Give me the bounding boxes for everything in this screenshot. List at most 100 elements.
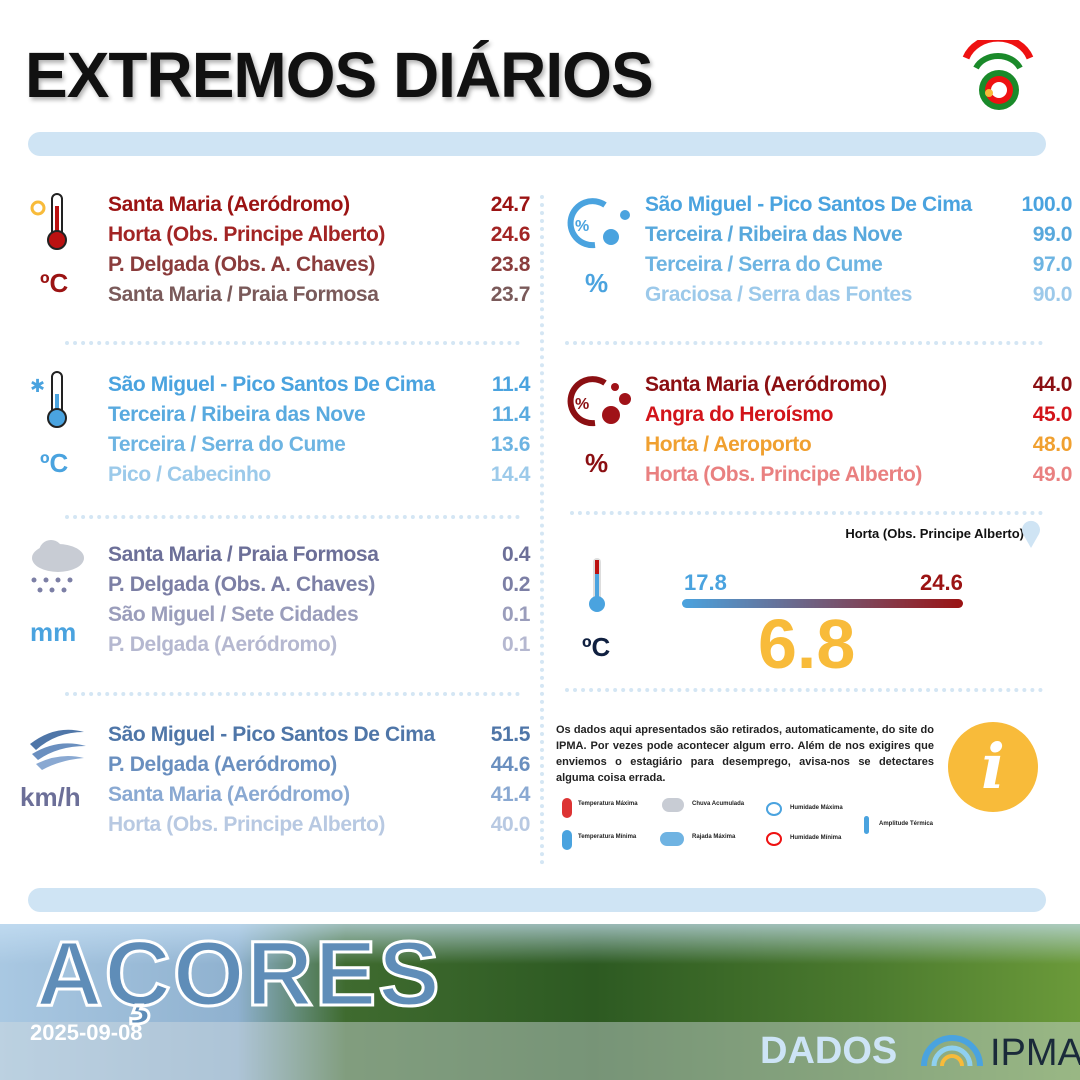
station-value: 97.0 <box>1032 253 1073 276</box>
station-value: 44.0 <box>1032 373 1073 396</box>
station-name: Pico / Cabecinho <box>108 463 271 486</box>
station-name: P. Delgada (Aeródromo) <box>108 633 337 656</box>
station-value: 49.0 <box>1032 463 1073 486</box>
station-name: Santa Maria / Praia Formosa <box>108 283 379 306</box>
station-name: Terceira / Serra do Cume <box>645 253 883 276</box>
dados-label: DADOS <box>760 1030 898 1072</box>
station-value: 0.4 <box>502 543 530 566</box>
station-name: São Miguel - Pico Santos De Cima <box>645 193 972 216</box>
hmin-row: Angra do Heroísmo 45.0 <box>645 400 1072 430</box>
divider <box>65 692 520 696</box>
station-value: 48.0 <box>1032 433 1073 456</box>
amplitude-value: 6.8 <box>758 605 856 683</box>
tmax-row: Horta (Obs. Principe Alberto) 24.6 <box>108 220 530 250</box>
tmax-row: P. Delgada (Obs. A. Chaves) 23.8 <box>108 250 530 280</box>
station-name: Graciosa / Serra das Fontes <box>645 283 912 306</box>
station-name: Terceira / Ribeira das Nove <box>645 223 903 246</box>
station-value: 24.7 <box>490 193 531 216</box>
station-name: São Miguel / Sete Cidades <box>108 603 359 626</box>
legend-wind: Rajada Máxima <box>692 834 736 840</box>
svg-text:%: % <box>575 396 589 413</box>
date-label: 2025-09-08 <box>30 1020 143 1045</box>
svg-text:✱: ✱ <box>30 376 45 396</box>
hmin-row: Horta (Obs. Principe Alberto) 49.0 <box>645 460 1072 490</box>
unit-tmin: ºC <box>40 448 69 478</box>
legend-wind-icon <box>660 832 684 846</box>
station-name: Terceira / Ribeira das Nove <box>108 403 366 426</box>
hmax-row: Terceira / Ribeira das Nove 99.0 <box>645 220 1072 250</box>
station-value: 100.0 <box>1021 193 1072 216</box>
rain-cloud-icon <box>31 540 84 593</box>
tmin-row: Pico / Cabecinho 14.4 <box>108 460 530 490</box>
unit-hmin: % <box>585 448 609 478</box>
amplitude-min: 17.8 <box>684 570 727 595</box>
station-value: 99.0 <box>1032 223 1073 246</box>
ipma-logo-icon <box>921 1035 983 1067</box>
station-name: Santa Maria (Aeródromo) <box>645 373 887 396</box>
station-value: 13.6 <box>490 433 531 456</box>
hmax-row: Terceira / Serra do Cume 97.0 <box>645 250 1072 280</box>
rain-row: Santa Maria / Praia Formosa 0.4 <box>108 540 530 570</box>
legend-tmax-icon <box>562 798 572 818</box>
brand-logo-icon <box>962 40 1034 110</box>
column-divider <box>540 195 544 865</box>
wind-row: Santa Maria (Aeródromo) 41.4 <box>108 780 530 810</box>
wind-row: Horta (Obs. Principe Alberto) 40.0 <box>108 810 530 840</box>
station-value: 51.5 <box>490 723 531 746</box>
hmax-row: São Miguel - Pico Santos De Cima 100.0 <box>645 190 1072 220</box>
legend-rain-icon <box>662 798 684 812</box>
station-value: 24.6 <box>490 223 531 246</box>
station-name: Angra do Heroísmo <box>645 403 834 426</box>
disclaimer-text: Os dados aqui apresentados são retirados… <box>556 724 934 784</box>
top-divider-bar <box>28 132 1046 156</box>
legend-amp: Amplitude Térmica <box>879 821 934 827</box>
wind-row: São Miguel - Pico Santos De Cima 51.5 <box>108 720 530 750</box>
station-name: Horta (Obs. Principe Alberto) <box>645 463 922 486</box>
wind-row: P. Delgada (Aeródromo) 44.6 <box>108 750 530 780</box>
svg-text:%: % <box>575 218 589 235</box>
station-value: 0.2 <box>502 573 530 596</box>
tmax-row: Santa Maria / Praia Formosa 23.7 <box>108 280 530 310</box>
info-icon: i <box>948 722 1038 812</box>
station-name: Santa Maria / Praia Formosa <box>108 543 379 566</box>
station-name: Horta (Obs. Principe Alberto) <box>108 813 385 836</box>
legend-hmax-icon <box>766 802 782 816</box>
amplitude-station: Horta (Obs. Principe Alberto) <box>845 526 1024 541</box>
station-value: 44.6 <box>490 753 531 776</box>
unit-wind: km/h <box>20 782 81 812</box>
legend-amp-icon <box>864 816 869 834</box>
page-title: EXTREMOS DIÁRIOS <box>25 39 654 111</box>
divider <box>565 688 1043 692</box>
divider <box>65 341 520 345</box>
station-name: Santa Maria (Aeródromo) <box>108 193 350 216</box>
thermometer-cold-icon: ✱ <box>30 371 67 428</box>
amplitude-range-bar <box>682 599 963 608</box>
station-value: 23.8 <box>490 253 531 276</box>
rain-row: São Miguel / Sete Cidades 0.1 <box>108 600 530 630</box>
divider <box>570 511 1043 515</box>
rain-row: P. Delgada (Aeródromo) 0.1 <box>108 630 530 660</box>
station-value: 40.0 <box>490 813 531 836</box>
tmin-row: Terceira / Ribeira das Nove 11.4 <box>108 400 530 430</box>
ipma-label: IPMA <box>990 1032 1080 1074</box>
station-value: 11.4 <box>491 403 531 426</box>
station-value: 23.7 <box>490 283 531 306</box>
wind-icon <box>30 729 86 770</box>
unit-amplitude: ºC <box>582 632 611 662</box>
legend-hmax: Humidade Máxima <box>790 805 843 811</box>
legend-rain: Chuva Acumulada <box>692 801 745 807</box>
legend-hmin: Humidade Mínima <box>790 835 842 841</box>
landscape-photo <box>0 924 1080 1080</box>
thermometer-hot-icon <box>30 193 67 250</box>
station-value: 0.1 <box>502 603 530 626</box>
legend-tmin: Temperatura Mínima <box>578 834 637 840</box>
unit-rain: mm <box>30 617 77 647</box>
legend-hmin-icon <box>766 832 782 846</box>
hmin-row: Horta / Aeroporto 48.0 <box>645 430 1072 460</box>
hmin-row: Santa Maria (Aeródromo) 44.0 <box>645 370 1072 400</box>
station-value: 0.1 <box>502 633 530 656</box>
station-value: 45.0 <box>1032 403 1073 426</box>
tmax-row: Santa Maria (Aeródromo) 24.7 <box>108 190 530 220</box>
station-value: 90.0 <box>1032 283 1073 306</box>
amplitude-max: 24.6 <box>920 570 963 595</box>
